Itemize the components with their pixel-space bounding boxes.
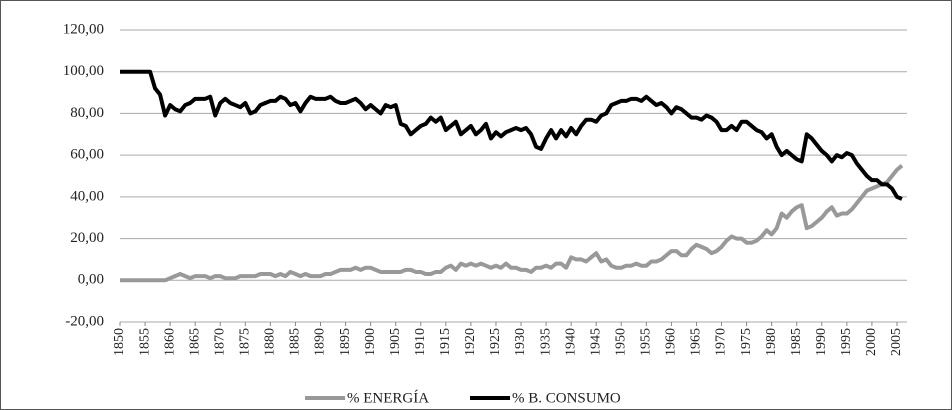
x-tick-label: 1915 [438, 328, 453, 356]
y-tick-label: 120,00 [63, 21, 104, 37]
y-tick-label: 100,00 [63, 63, 104, 79]
x-tick-label: 1945 [588, 328, 603, 356]
series-line [120, 69, 903, 201]
y-tick-label: 20,00 [70, 230, 104, 246]
x-tick-label: 1950 [613, 328, 628, 356]
x-tick-label: 1880 [263, 328, 278, 356]
x-tick-label: 1980 [764, 328, 779, 356]
x-tick-label: 1935 [538, 328, 553, 356]
x-tick-label: 1905 [388, 328, 403, 356]
x-tick-label: 1900 [363, 328, 378, 356]
x-tick-label: 1895 [338, 328, 353, 356]
x-tick-label: 1975 [739, 328, 754, 356]
x-tick-label: 1970 [714, 328, 729, 356]
legend-label: % B. CONSUMO [512, 390, 621, 406]
x-tick-label: 1990 [814, 328, 829, 356]
x-tick-label: 1985 [789, 328, 804, 356]
x-tick-label: 1875 [238, 328, 253, 356]
x-tick-label: 2005 [889, 328, 904, 356]
x-tick-label: 1995 [839, 328, 854, 356]
y-tick-label: 80,00 [70, 105, 104, 121]
y-tick-label: -20,00 [65, 313, 104, 329]
x-tick-label: 1885 [288, 328, 303, 356]
series-line [120, 164, 904, 283]
legend-label: % ENERGÍA [347, 389, 429, 406]
x-tick-label: 1855 [137, 328, 152, 356]
x-tick-label: 1890 [313, 328, 328, 356]
y-tick-label: 40,00 [70, 188, 104, 204]
y-tick-label: 0,00 [78, 272, 104, 288]
x-tick-label: 1940 [563, 328, 578, 356]
x-tick-label: 1925 [488, 328, 503, 356]
x-tick-label: 1960 [664, 328, 679, 356]
x-tick-label: 1920 [463, 328, 478, 356]
x-tick-label: 1955 [639, 328, 654, 356]
y-tick-label: 60,00 [70, 147, 104, 163]
x-tick-label: 1850 [112, 328, 127, 356]
x-tick-label: 1910 [413, 328, 428, 356]
x-tick-label: 2000 [864, 328, 879, 356]
x-tick-label: 1870 [212, 328, 227, 356]
x-tick-label: 1860 [162, 328, 177, 356]
x-tick-label: 1930 [513, 328, 528, 356]
x-tick-label: 1865 [187, 328, 202, 356]
x-tick-label: 1965 [689, 328, 704, 356]
